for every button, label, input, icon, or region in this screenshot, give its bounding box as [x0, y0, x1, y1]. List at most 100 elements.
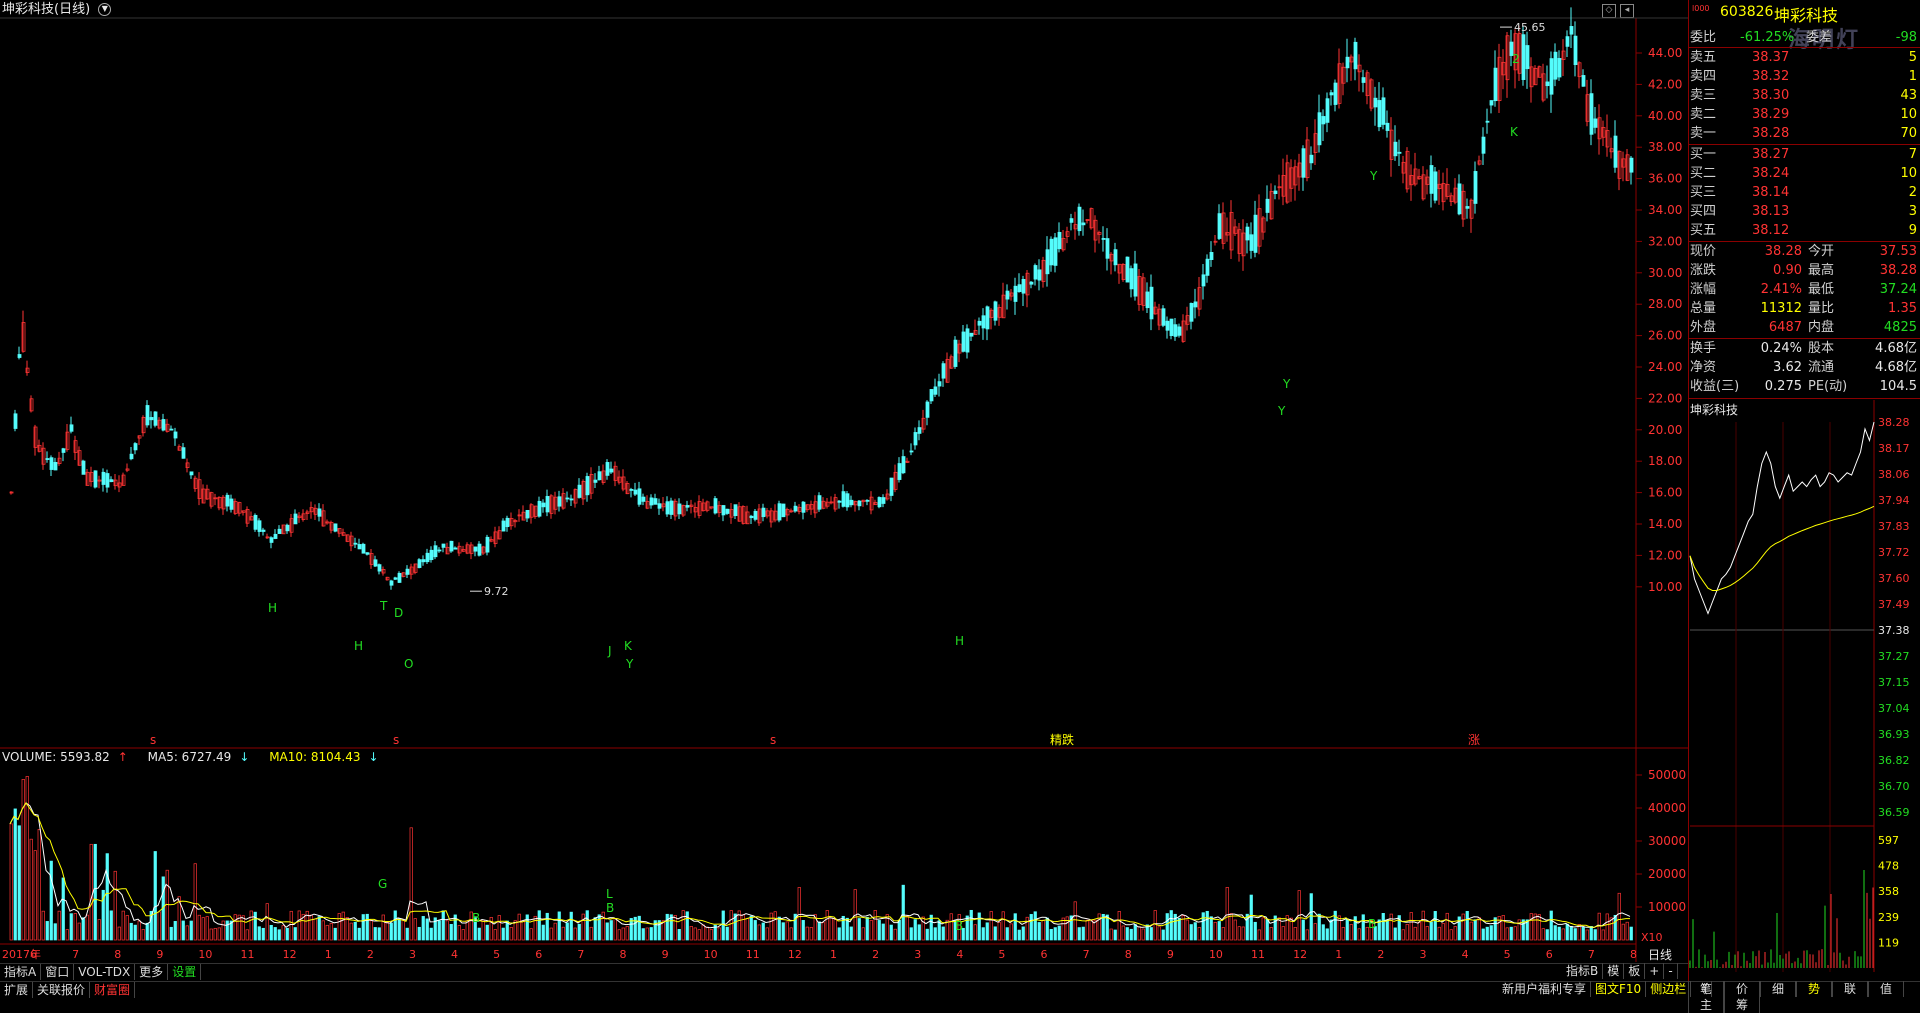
candle [309, 501, 314, 519]
volume-bar [225, 920, 229, 941]
candle [421, 555, 426, 566]
nav-main[interactable]: 主 [1688, 997, 1724, 1013]
month-tick-label: 8 [1125, 948, 1132, 961]
candle [1509, 29, 1514, 67]
volume-bar [289, 910, 293, 941]
volume-bar [1177, 917, 1181, 941]
nav-ticks[interactable]: 笔 [1688, 981, 1724, 997]
candle [113, 473, 118, 490]
stat-value: 6487 [1768, 320, 1802, 335]
nav-price[interactable]: 价 [1724, 981, 1760, 997]
volume-bar [329, 923, 333, 941]
volume-bar [1585, 929, 1589, 941]
candle [1577, 61, 1582, 89]
bids-row: 买二 38.24 10 [1688, 164, 1920, 183]
tab-indicator-a[interactable]: 指标A [0, 964, 42, 980]
volume-bar [749, 915, 753, 941]
intraday-price-tick: 37.27 [1878, 650, 1910, 663]
nav-value[interactable]: 值 [1868, 981, 1904, 997]
tab-window[interactable]: 窗口 [41, 964, 75, 980]
candle [1405, 147, 1410, 193]
month-tick-label: 7 [1083, 948, 1090, 961]
candle [1257, 194, 1262, 255]
volume-bar [369, 920, 373, 941]
candle [1289, 159, 1294, 202]
volume-bar [1357, 928, 1361, 941]
candle [49, 455, 54, 476]
volume-bar [1317, 913, 1321, 941]
volume-bar [65, 929, 69, 941]
month-tick-label: 3 [914, 948, 921, 961]
volume-bar [1265, 918, 1269, 941]
f10-button[interactable]: 图文F10 [1591, 981, 1647, 997]
candle [1089, 207, 1094, 230]
volume-bar [301, 913, 305, 941]
tab-vol-tdx[interactable]: VOL-TDX [74, 964, 136, 980]
volume-bar [409, 827, 413, 941]
candle [709, 506, 714, 510]
tab-template-mo[interactable]: 模 [1603, 963, 1625, 979]
candle [417, 558, 422, 569]
volume-bar [1589, 926, 1593, 941]
volume-bar [1193, 922, 1197, 941]
volume-bar [437, 920, 441, 941]
volume-bar [265, 903, 269, 941]
tab-expand[interactable]: 扩展 [0, 982, 34, 998]
tab-settings[interactable]: 设置 [168, 964, 202, 980]
candle [293, 509, 298, 525]
candle [441, 543, 446, 553]
kline-chart[interactable]: 44.00 42.00 40.00 38.00 36.00 34.00 32.00 30.00… [0, 0, 1690, 970]
volume-bar [481, 919, 485, 941]
chart-title[interactable]: 坤彩科技(日线) ▼ [2, 2, 112, 18]
volume-bar [1465, 911, 1469, 941]
intraday-chart[interactable]: 38.28 38.17 38.06 37.94 37.83 37.72 37.60 37.49… [1688, 400, 1920, 972]
tab-more[interactable]: 更多 [135, 964, 169, 980]
candle [409, 563, 414, 580]
volume-bar [461, 929, 465, 941]
volume-letter: B [955, 919, 963, 933]
candle [301, 509, 306, 522]
volume-bar [625, 926, 629, 941]
tab-indicator-b[interactable]: 指标B [1562, 963, 1604, 979]
candle [313, 504, 318, 520]
candle [593, 473, 598, 489]
month-tick-label: 10 [704, 948, 718, 961]
volume-bar [1229, 913, 1233, 941]
tab-wealth-circle[interactable]: 财富圈 [90, 982, 136, 998]
nav-related[interactable]: 联 [1832, 981, 1868, 997]
asks-volume: 5 [1908, 50, 1917, 65]
price-tick: 32.00 [1636, 234, 1682, 248]
volume-bar [1089, 919, 1093, 941]
volume-bar [1533, 913, 1537, 941]
asks-row: 卖四 38.32 1 [1688, 67, 1920, 86]
month-tick-label: 2 [872, 948, 879, 961]
chevron-down-icon[interactable]: ▼ [98, 3, 112, 16]
volume-bar [1521, 919, 1525, 941]
zoom-out-button[interactable]: - [1664, 963, 1678, 979]
nav-detail[interactable]: 细 [1760, 981, 1796, 997]
collapse-arrow-icon[interactable]: 《 [1691, 981, 1713, 997]
nav-chips[interactable]: 筹 [1724, 997, 1760, 1013]
volume-bar [1273, 915, 1277, 941]
candle [813, 495, 818, 518]
nav-trend[interactable]: 势 [1796, 981, 1832, 997]
volume-bar [97, 919, 101, 941]
tab-template-ban[interactable]: 板 [1624, 963, 1646, 979]
period-label[interactable]: 日线 [1648, 948, 1673, 962]
signal-label: s [150, 733, 156, 747]
candle [697, 495, 702, 519]
candle [793, 501, 798, 513]
stat-row: 涨幅 2.41% 最低 37.24 [1688, 280, 1920, 299]
zoom-in-button[interactable]: + [1645, 963, 1665, 979]
asks-row: 卖五 38.37 5 [1688, 48, 1920, 67]
candle [853, 500, 858, 512]
ma5-arrow: ↓ [239, 750, 250, 764]
new-user-promo-link[interactable]: 新用户福利专享 [1498, 981, 1592, 997]
pattern-letter: J [607, 644, 612, 658]
sidebar-button[interactable]: 侧边栏 [1646, 981, 1692, 997]
pattern-letter: 2 [1512, 52, 1520, 66]
volume-bar [1577, 924, 1581, 941]
volume-bar [381, 914, 385, 941]
volume-bar [1497, 916, 1501, 941]
tab-related-quotes[interactable]: 关联报价 [33, 982, 91, 998]
